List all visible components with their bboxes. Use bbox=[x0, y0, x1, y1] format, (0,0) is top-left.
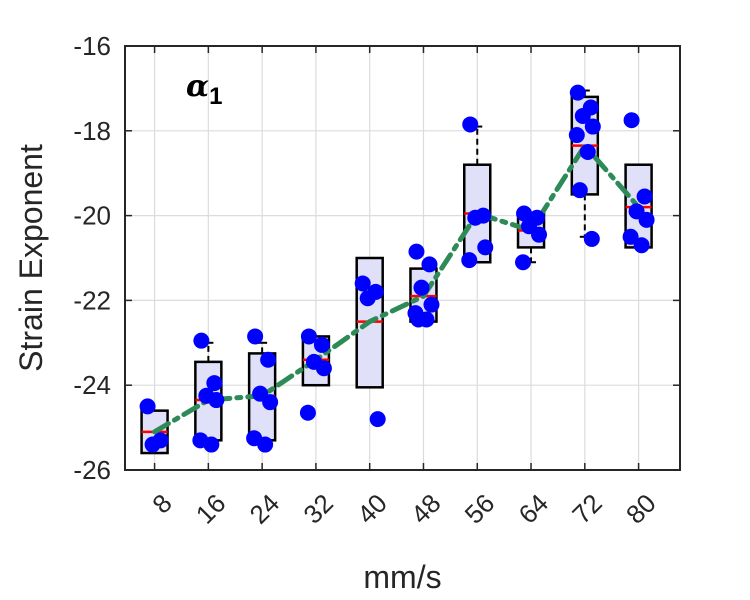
data-point bbox=[257, 436, 274, 453]
data-point bbox=[313, 336, 330, 353]
data-point bbox=[461, 252, 478, 269]
y-tick-label: -20 bbox=[73, 201, 111, 231]
data-point bbox=[144, 436, 161, 453]
data-point bbox=[410, 311, 427, 328]
data-point bbox=[262, 394, 279, 411]
data-point bbox=[206, 375, 223, 392]
data-point bbox=[623, 112, 640, 129]
data-point bbox=[423, 296, 440, 313]
y-tick-label: -22 bbox=[73, 285, 111, 315]
data-point bbox=[579, 144, 596, 160]
data-point bbox=[203, 436, 220, 453]
plot-frame bbox=[124, 45, 681, 471]
data-point bbox=[359, 290, 376, 307]
data-point bbox=[139, 398, 156, 415]
data-point bbox=[531, 226, 548, 243]
data-point bbox=[516, 205, 533, 222]
data-point bbox=[247, 328, 264, 345]
data-point bbox=[515, 254, 532, 271]
data-point bbox=[638, 211, 655, 228]
trend-layer bbox=[152, 141, 642, 435]
series-annotation: α1 bbox=[186, 69, 222, 110]
data-point bbox=[208, 392, 225, 409]
data-point bbox=[354, 275, 371, 292]
data-point bbox=[583, 230, 600, 247]
y-tick-label: -26 bbox=[73, 455, 111, 485]
data-point bbox=[193, 332, 210, 349]
data-point bbox=[462, 116, 479, 133]
y-tick-label: -18 bbox=[73, 116, 111, 146]
data-point bbox=[584, 118, 601, 135]
data-point bbox=[467, 209, 484, 226]
data-point bbox=[568, 127, 585, 144]
annotation-subscript: 1 bbox=[209, 83, 222, 110]
data-point bbox=[633, 237, 650, 254]
data-point bbox=[636, 188, 653, 205]
x-axis-title: mm/s bbox=[363, 559, 441, 595]
data-point bbox=[574, 107, 591, 124]
data-point bbox=[300, 328, 317, 345]
data-point bbox=[477, 239, 494, 256]
data-point bbox=[421, 256, 438, 273]
data-point bbox=[260, 351, 277, 368]
mean-trend-line bbox=[152, 141, 642, 435]
data-point bbox=[299, 404, 316, 421]
point-layer bbox=[139, 84, 655, 453]
y-tick-label: -16 bbox=[73, 31, 111, 61]
y-tick-label: -24 bbox=[73, 370, 111, 400]
data-point bbox=[413, 279, 430, 296]
y-axis-title: Strain Exponent bbox=[13, 144, 49, 372]
data-point bbox=[369, 411, 386, 428]
data-point bbox=[571, 182, 588, 199]
data-point bbox=[569, 84, 586, 101]
data-point bbox=[408, 243, 425, 260]
data-point bbox=[622, 228, 639, 245]
data-point bbox=[315, 360, 332, 377]
annotation-symbol: α bbox=[186, 69, 209, 104]
